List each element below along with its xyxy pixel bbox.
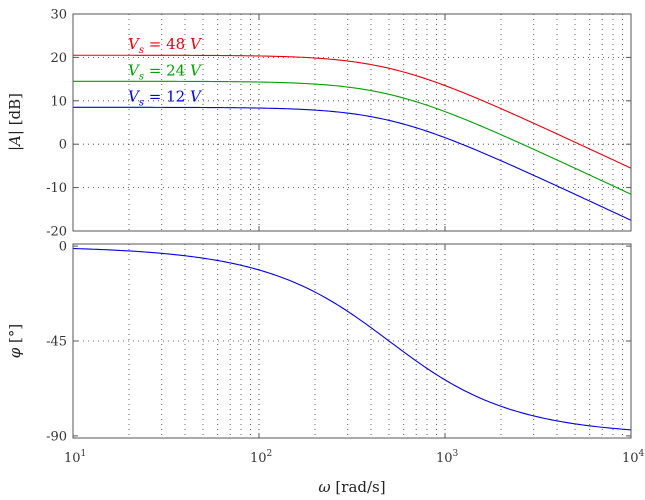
magnitude-series-line [73, 54, 632, 169]
phase-y-axis-label: φ [°] [6, 324, 24, 359]
magnitude-curves [73, 54, 632, 221]
magnitude-y-ticks: -20 -10 0 10 20 30 [46, 8, 632, 240]
y-tick-label: -20 [46, 225, 67, 240]
phase-frame [72, 243, 632, 439]
x-tick-label: 101 [64, 449, 86, 466]
magnitude-grid [73, 14, 631, 231]
x-tick-label: 104 [622, 449, 645, 466]
x-tick-label: 103 [436, 449, 459, 466]
x-tick-label: 102 [250, 449, 272, 466]
y-tick-label: -45 [46, 335, 67, 350]
legend: Vs = 48 V Vs = 24 V Vs = 12 V [128, 35, 203, 108]
y-tick-label: -90 [46, 429, 67, 444]
magnitude-series-line [73, 80, 632, 195]
y-tick-label: 10 [50, 94, 67, 109]
phase-curves [72, 247, 632, 431]
x-axis-label: ω [rad/s] [318, 478, 385, 496]
legend-entry-24v: Vs = 24 V [128, 61, 203, 82]
phase-series-line [72, 247, 632, 431]
y-tick-label: 0 [59, 240, 67, 255]
y-tick-label: 0 [59, 138, 67, 153]
phase-panel: 0 -45 -90 φ [°] [6, 240, 632, 444]
phase-y-ticks: 0 -45 -90 [46, 240, 632, 444]
magnitude-series-line [73, 106, 632, 221]
phase-grid [73, 244, 631, 438]
legend-entry-12v: Vs = 12 V [128, 87, 203, 108]
y-tick-label: 30 [50, 8, 67, 23]
y-tick-label: -10 [46, 181, 67, 196]
x-axis-ticks: 101 102 103 104 [64, 449, 645, 466]
legend-entry-48v: Vs = 48 V [128, 35, 203, 56]
magnitude-frame [72, 13, 632, 232]
magnitude-y-axis-label: |A| [dB] [6, 93, 24, 151]
magnitude-panel: -20 -10 0 10 20 30 Vs = 48 V Vs = 24 V Vs = 1… [6, 8, 632, 240]
y-tick-label: 20 [50, 51, 67, 66]
